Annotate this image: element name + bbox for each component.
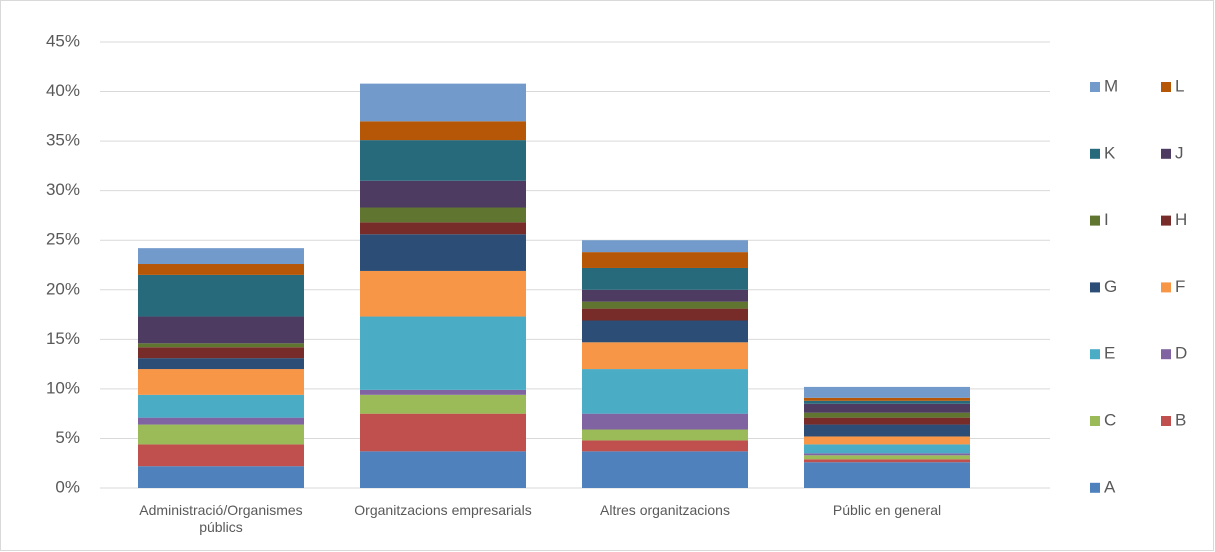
bar-segment	[582, 413, 748, 430]
bar-segment	[138, 417, 304, 425]
legend-label: B	[1175, 410, 1186, 429]
bar-segment	[804, 417, 970, 425]
y-tick-label: 35%	[46, 131, 80, 150]
x-tick-label: Organitzacions empresarials	[354, 502, 532, 518]
y-tick-label: 20%	[46, 279, 80, 298]
legend-swatch	[1090, 148, 1100, 159]
y-tick-label: 25%	[46, 230, 80, 249]
legend-swatch	[1090, 482, 1100, 493]
legend-label: F	[1175, 277, 1185, 296]
y-tick-label: 5%	[55, 428, 80, 447]
bar-segment	[804, 455, 970, 460]
legend-label: L	[1175, 76, 1184, 95]
y-tick-label: 40%	[46, 81, 80, 100]
bar-segment	[360, 316, 526, 390]
bar-segment	[360, 451, 526, 488]
bar-segment	[804, 424, 970, 437]
bar-segment	[360, 234, 526, 271]
bar-segment	[138, 274, 304, 317]
bar-segment	[360, 180, 526, 208]
bar-segment	[360, 222, 526, 235]
bar-segment	[582, 320, 748, 343]
legend-label: M	[1104, 76, 1118, 95]
bar-segment	[360, 207, 526, 223]
x-tick-label: Públic en general	[832, 502, 942, 518]
bar-segment	[804, 453, 970, 456]
bar-segment	[804, 444, 970, 454]
bar-segment	[138, 358, 304, 370]
legend-swatch	[1161, 215, 1171, 226]
legend-label: E	[1104, 344, 1115, 363]
legend-label: D	[1175, 344, 1187, 363]
bar-segment	[804, 403, 970, 413]
bar-segment	[804, 386, 970, 398]
legend-swatch	[1161, 416, 1171, 426]
bar-segment	[804, 459, 970, 463]
bar-segment	[804, 436, 970, 445]
y-tick-label: 30%	[46, 180, 80, 199]
bar-segment	[360, 389, 526, 395]
legend-swatch	[1090, 82, 1100, 92]
legend-label: K	[1104, 143, 1116, 162]
legend-label: I	[1104, 210, 1109, 229]
bar-segment	[138, 424, 304, 445]
legend-label: G	[1104, 277, 1117, 296]
bar-segment	[804, 397, 970, 401]
bar-segment	[360, 413, 526, 452]
y-tick-label: 15%	[46, 329, 80, 348]
bar-segment	[138, 369, 304, 395]
x-tick-label: Altres organitzacions	[600, 502, 730, 518]
bar-segment	[138, 347, 304, 359]
bar-segment	[582, 240, 748, 253]
legend-swatch	[1090, 215, 1100, 226]
y-tick-label: 0%	[55, 477, 80, 496]
bar-segment	[138, 248, 304, 265]
bar-segment	[360, 121, 526, 141]
bar-segment	[582, 342, 748, 370]
legend-label: C	[1104, 410, 1116, 429]
bar-segment	[360, 140, 526, 181]
bar-segment	[582, 369, 748, 414]
bar-segment	[582, 440, 748, 452]
legend-label: A	[1104, 477, 1116, 496]
legend-swatch	[1090, 416, 1100, 426]
bar-segment	[138, 394, 304, 418]
bar-segment	[582, 289, 748, 302]
bar-segment	[582, 451, 748, 488]
legend-swatch	[1161, 148, 1171, 159]
x-tick-label: Administració/Organismes públics	[139, 502, 303, 535]
legend-swatch	[1161, 82, 1171, 92]
bar-segment	[138, 316, 304, 344]
bar-segment	[804, 462, 970, 488]
y-tick-label: 45%	[46, 31, 80, 50]
bar-segment	[582, 267, 748, 290]
bar-segment	[138, 466, 304, 488]
legend-swatch	[1090, 349, 1100, 360]
legend-label: J	[1175, 143, 1184, 162]
bar-segment	[360, 394, 526, 414]
bar-segment	[360, 270, 526, 317]
bar-segment	[582, 301, 748, 309]
bar-segment	[582, 429, 748, 441]
bar-segment	[360, 83, 526, 122]
legend-swatch	[1161, 282, 1171, 293]
bar-segment	[804, 412, 970, 418]
legend-swatch	[1161, 349, 1171, 360]
bar-segment	[582, 252, 748, 268]
bar-segment	[582, 308, 748, 321]
bar-segment	[138, 264, 304, 275]
bar-segment	[804, 400, 970, 404]
bar-segment	[138, 343, 304, 348]
y-tick-label: 10%	[46, 378, 80, 397]
bar-segment	[138, 444, 304, 467]
legend-label: H	[1175, 210, 1187, 229]
legend-swatch	[1090, 282, 1100, 293]
